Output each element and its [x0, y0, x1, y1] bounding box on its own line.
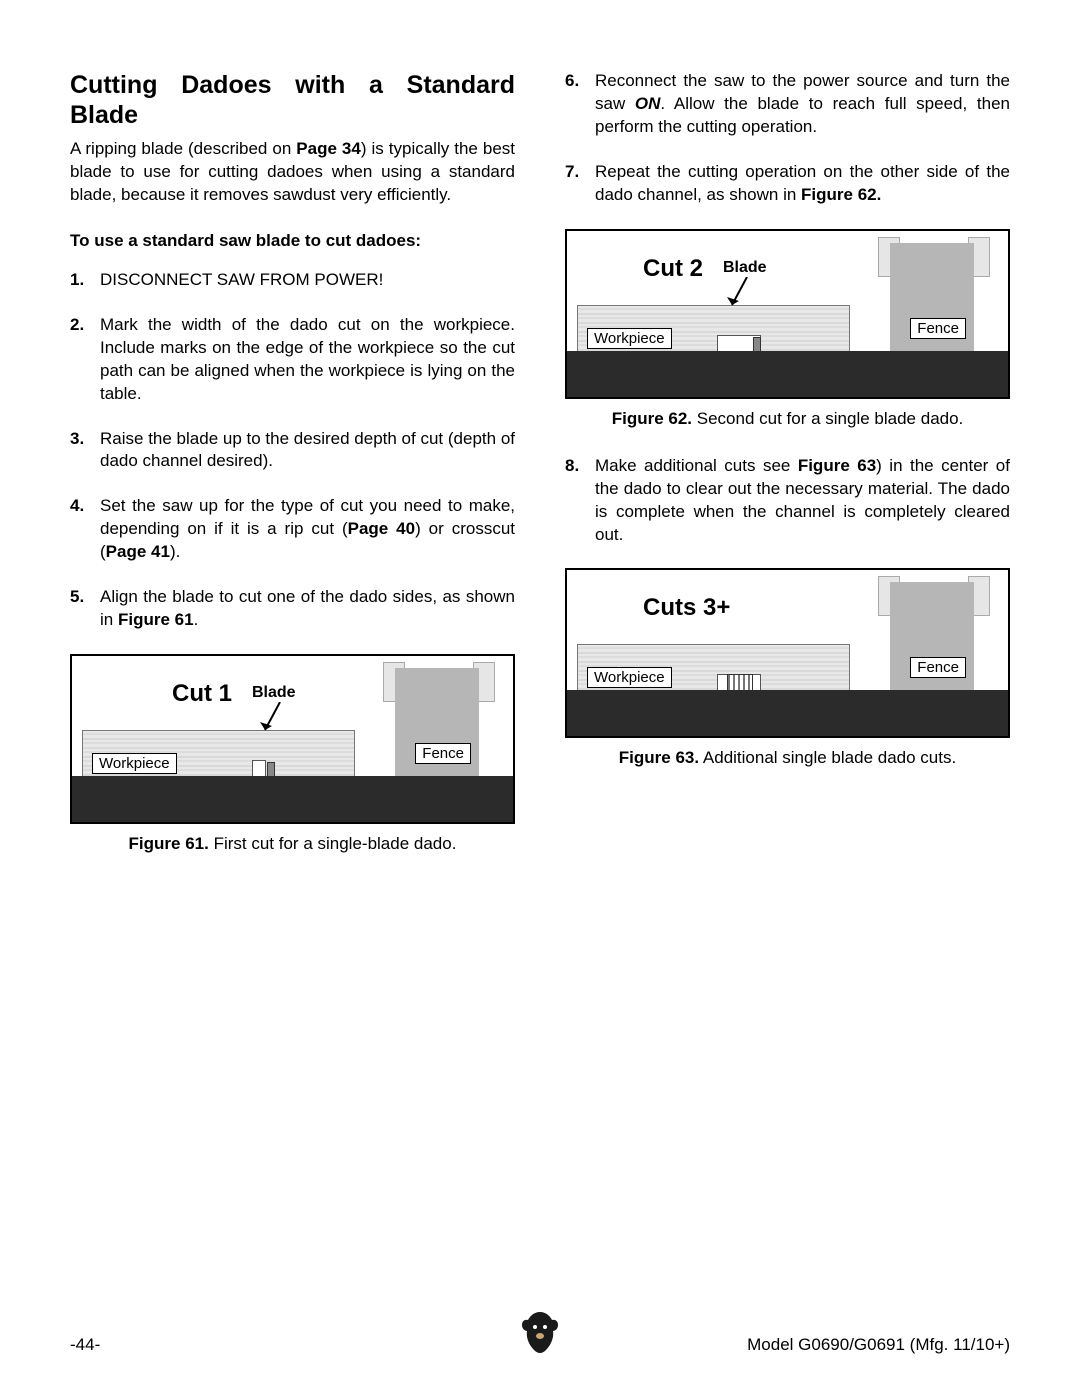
- step-num: 4.: [70, 495, 100, 564]
- step-text: Reconnect the saw to the power source an…: [595, 70, 1010, 139]
- fence-body: [890, 582, 974, 702]
- fence-label: Fence: [415, 743, 471, 764]
- step-2: 2. Mark the width of the dado cut on the…: [70, 314, 515, 406]
- caption-text: Additional single blade dado cuts.: [699, 748, 956, 767]
- step-5: 5. Align the blade to cut one of the dad…: [70, 586, 515, 632]
- caption-bold: Figure 61.: [129, 834, 209, 853]
- figure-62: Cut 2 Blade Workpiece Fence: [565, 229, 1010, 399]
- step-3: 3. Raise the blade up to the desired dep…: [70, 428, 515, 474]
- two-column-layout: Cutting Dadoes with a Standard Blade A r…: [70, 70, 1010, 880]
- step-text: Make additional cuts see Figure 63) in t…: [595, 455, 1010, 547]
- figure-63: Cuts 3+ Workpiece Fence: [565, 568, 1010, 738]
- step-num: 5.: [70, 586, 100, 632]
- figure-61-caption: Figure 61. First cut for a single-blade …: [70, 834, 515, 854]
- blade-label: Blade: [723, 259, 767, 277]
- t: .: [194, 610, 199, 629]
- page-ref: Page 41: [106, 542, 170, 561]
- caption-bold: Figure 63.: [619, 748, 699, 767]
- figure-ref: Figure 61: [118, 610, 194, 629]
- page-footer: -44- Model G0690/G0691 (Mfg. 11/10+): [70, 1335, 1010, 1355]
- intro-paragraph: A ripping blade (described on Page 34) i…: [70, 138, 515, 207]
- workpiece-label: Workpiece: [92, 753, 177, 774]
- procedure-subhead: To use a standard saw blade to cut dadoe…: [70, 231, 515, 251]
- fence-body: [890, 243, 974, 363]
- step-6: 6. Reconnect the saw to the power source…: [565, 70, 1010, 139]
- t: ).: [170, 542, 180, 561]
- cut-label: Cut 1: [172, 680, 232, 708]
- caption-text: Second cut for a single blade dado.: [692, 409, 963, 428]
- step-4: 4. Set the saw up for the type of cut yo…: [70, 495, 515, 564]
- step-8: 8. Make additional cuts see Figure 63) i…: [565, 455, 1010, 547]
- intro-page-ref: Page 34: [296, 139, 361, 158]
- bear-logo-icon: [520, 1310, 560, 1359]
- arrow-icon: [727, 277, 757, 317]
- step-num: 7.: [565, 161, 595, 207]
- blade-label: Blade: [252, 684, 296, 702]
- cut-label: Cuts 3+: [643, 594, 730, 622]
- page-number: -44-: [70, 1335, 100, 1355]
- step-text: Raise the blade up to the desired depth …: [100, 428, 515, 474]
- t: Make additional cuts see: [595, 456, 798, 475]
- caption-text: First cut for a single-blade dado.: [209, 834, 457, 853]
- caption-bold: Figure 62.: [612, 409, 692, 428]
- on-emphasis: ON: [635, 94, 661, 113]
- figure-63-caption: Figure 63. Additional single blade dado …: [565, 748, 1010, 768]
- workpiece-label: Workpiece: [587, 328, 672, 349]
- cut-label: Cut 2: [643, 255, 703, 283]
- table-base: [567, 690, 1008, 736]
- left-column: Cutting Dadoes with a Standard Blade A r…: [70, 70, 515, 880]
- step-num: 2.: [70, 314, 100, 406]
- step-num: 8.: [565, 455, 595, 547]
- right-column: 6. Reconnect the saw to the power source…: [565, 70, 1010, 880]
- figure-ref: Figure 63: [798, 456, 876, 475]
- figure-62-caption: Figure 62. Second cut for a single blade…: [565, 409, 1010, 429]
- step-text: DISCONNECT SAW FROM POWER!: [100, 269, 515, 292]
- fence-label: Fence: [910, 657, 966, 678]
- figure-61: Cut 1 Blade Workpiece Fence: [70, 654, 515, 824]
- step-num: 3.: [70, 428, 100, 474]
- intro-a: A ripping blade (described on: [70, 139, 296, 158]
- step-text: Align the blade to cut one of the dado s…: [100, 586, 515, 632]
- fence-body: [395, 668, 479, 788]
- table-base: [72, 776, 513, 822]
- workpiece-label: Workpiece: [587, 667, 672, 688]
- model-info: Model G0690/G0691 (Mfg. 11/10+): [747, 1335, 1010, 1355]
- figure-ref: Figure 62.: [801, 185, 881, 204]
- step-text: Mark the width of the dado cut on the wo…: [100, 314, 515, 406]
- step-num: 6.: [565, 70, 595, 139]
- step-7: 7. Repeat the cutting operation on the o…: [565, 161, 1010, 207]
- fence-label: Fence: [910, 318, 966, 339]
- page-ref: Page 40: [348, 519, 415, 538]
- step-1: 1. DISCONNECT SAW FROM POWER!: [70, 269, 515, 292]
- step-text: Set the saw up for the type of cut you n…: [100, 495, 515, 564]
- table-base: [567, 351, 1008, 397]
- step-num: 1.: [70, 269, 100, 292]
- step-text: Repeat the cutting operation on the othe…: [595, 161, 1010, 207]
- arrow-icon: [260, 702, 290, 742]
- section-heading: Cutting Dadoes with a Standard Blade: [70, 70, 515, 130]
